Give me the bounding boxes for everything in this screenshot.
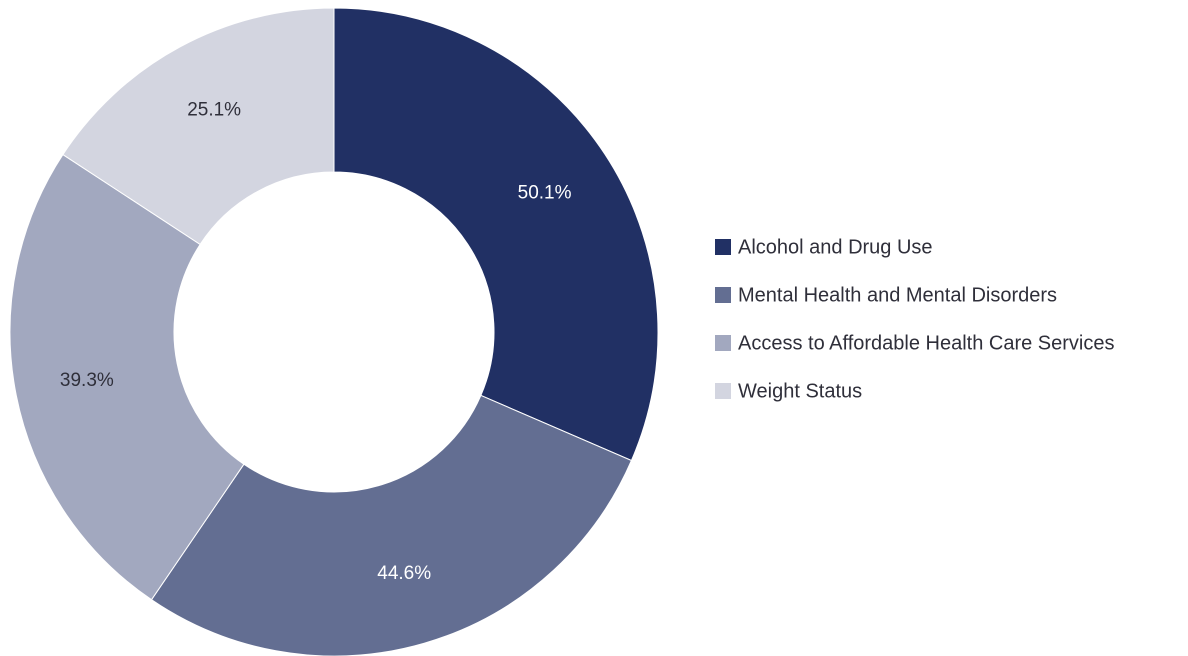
legend-swatch bbox=[715, 287, 731, 303]
data-label-alcohol-and-drug-use: 50.1% bbox=[518, 183, 572, 204]
legend-swatch bbox=[715, 239, 731, 255]
legend: Alcohol and Drug Use Mental Health and Me… bbox=[715, 236, 1114, 402]
legend-item-weight-status: Weight Status bbox=[715, 380, 862, 402]
donut-data-labels: 50.1% 44.6% 39.3% 25.1% bbox=[60, 99, 572, 584]
slice-mental-health-and-mental-disorders bbox=[150, 394, 633, 656]
data-label-weight-status: 25.1% bbox=[187, 99, 241, 120]
data-label-mental-health-and-mental-disorders: 44.6% bbox=[377, 563, 431, 584]
slice-alcohol-and-drug-use bbox=[333, 7, 659, 462]
legend-label: Weight Status bbox=[738, 380, 862, 402]
legend-label: Access to Affordable Health Care Service… bbox=[738, 332, 1114, 354]
legend-item-access-to-affordable-health-care-services: Access to Affordable Health Care Service… bbox=[715, 332, 1114, 354]
slice-access-to-affordable-health-care-services bbox=[9, 153, 245, 601]
slice-weight-status bbox=[62, 7, 335, 246]
legend-item-alcohol-and-drug-use: Alcohol and Drug Use bbox=[715, 236, 933, 258]
legend-label: Mental Health and Mental Disorders bbox=[738, 284, 1057, 306]
data-label-access-to-affordable-health-care-services: 39.3% bbox=[60, 370, 114, 391]
legend-label: Alcohol and Drug Use bbox=[738, 236, 933, 258]
legend-item-mental-health-and-mental-disorders: Mental Health and Mental Disorders bbox=[715, 284, 1057, 306]
legend-swatch bbox=[715, 383, 731, 399]
donut-slices bbox=[9, 7, 659, 656]
legend-swatch bbox=[715, 335, 731, 351]
